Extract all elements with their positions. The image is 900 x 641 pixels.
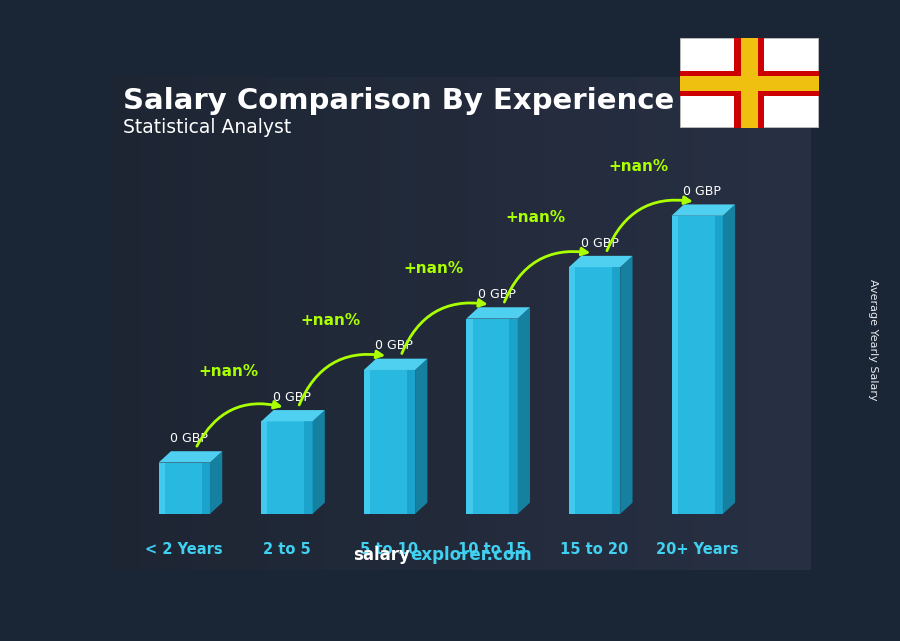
Text: 15 to 20: 15 to 20 [561, 542, 629, 557]
Polygon shape [312, 410, 325, 514]
Polygon shape [158, 451, 222, 463]
Bar [734, 38, 764, 128]
Bar [741, 38, 758, 128]
Polygon shape [407, 370, 415, 514]
Polygon shape [466, 307, 530, 319]
Text: 0 GBP: 0 GBP [273, 391, 310, 404]
Polygon shape [620, 256, 633, 514]
Polygon shape [466, 319, 517, 514]
Polygon shape [364, 359, 428, 370]
Text: +nan%: +nan% [198, 364, 258, 379]
Polygon shape [261, 421, 312, 514]
Polygon shape [612, 267, 620, 514]
Polygon shape [261, 421, 267, 514]
Polygon shape [364, 370, 415, 514]
Text: +nan%: +nan% [506, 210, 566, 225]
Polygon shape [304, 421, 312, 514]
Bar [680, 71, 819, 96]
Polygon shape [158, 463, 210, 514]
Polygon shape [671, 204, 735, 216]
Text: +nan%: +nan% [301, 313, 361, 328]
Polygon shape [723, 204, 735, 514]
Text: 0 GBP: 0 GBP [375, 340, 413, 353]
Text: Statistical Analyst: Statistical Analyst [122, 118, 291, 137]
Text: 5 to 10: 5 to 10 [360, 542, 418, 557]
Polygon shape [261, 410, 325, 421]
Polygon shape [569, 267, 620, 514]
Polygon shape [509, 319, 518, 514]
Polygon shape [569, 256, 633, 267]
Text: < 2 Years: < 2 Years [146, 542, 223, 557]
Text: salary: salary [353, 546, 410, 564]
Text: Average Yearly Salary: Average Yearly Salary [868, 279, 878, 401]
Polygon shape [364, 370, 370, 514]
Polygon shape [518, 307, 530, 514]
Text: Salary Comparison By Experience: Salary Comparison By Experience [122, 87, 674, 115]
Polygon shape [671, 216, 723, 514]
Polygon shape [202, 463, 210, 514]
Polygon shape [415, 359, 428, 514]
Text: 2 to 5: 2 to 5 [263, 542, 310, 557]
Polygon shape [158, 463, 165, 514]
Text: 0 GBP: 0 GBP [170, 432, 208, 445]
Polygon shape [715, 216, 723, 514]
Text: 0 GBP: 0 GBP [478, 288, 516, 301]
Text: 0 GBP: 0 GBP [580, 237, 618, 249]
Text: explorer.com: explorer.com [410, 546, 532, 564]
Text: 20+ Years: 20+ Years [656, 542, 739, 557]
Text: +nan%: +nan% [403, 262, 464, 276]
Text: +nan%: +nan% [608, 158, 669, 174]
Text: 10 to 15: 10 to 15 [458, 542, 526, 557]
Polygon shape [210, 451, 222, 514]
Bar [680, 76, 819, 90]
Polygon shape [466, 319, 472, 514]
Text: 0 GBP: 0 GBP [683, 185, 721, 198]
Polygon shape [569, 267, 575, 514]
Polygon shape [671, 216, 678, 514]
